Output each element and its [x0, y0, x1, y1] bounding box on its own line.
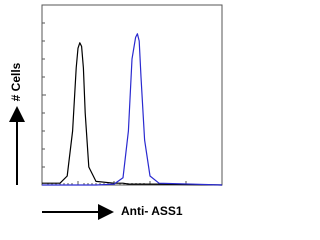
y-label: # Cells	[9, 62, 23, 101]
x-label: Anti- ASS1	[121, 204, 183, 218]
axis-ticks	[41, 4, 187, 185]
chart: # Cells Anti- ASS1	[9, 4, 223, 220]
histogram-line	[42, 42, 223, 186]
histogram-line	[42, 33, 223, 186]
